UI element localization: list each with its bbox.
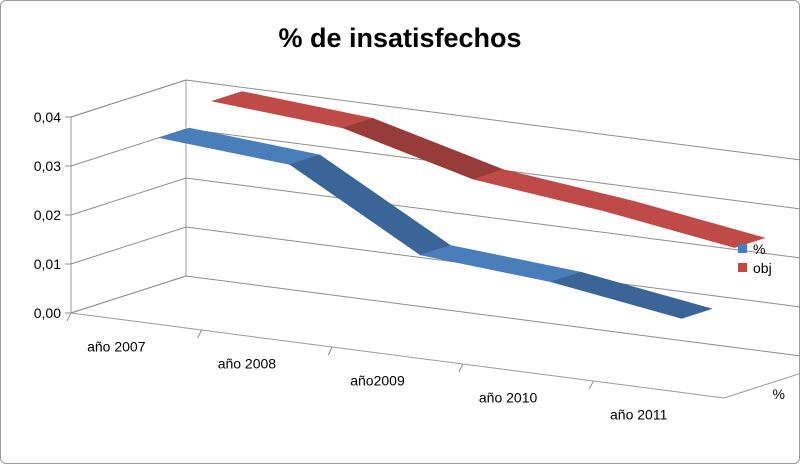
legend-label-obj: obj <box>753 259 772 276</box>
series-ribbon-obj <box>211 91 766 248</box>
legend-swatch-obj <box>738 263 747 272</box>
ribbon-segment <box>341 117 505 180</box>
category-tick-label: año 2008 <box>218 356 277 372</box>
category-tick-mark <box>197 329 203 339</box>
ribbon-segment <box>211 91 374 129</box>
value-tick-label: 0,01 <box>34 256 61 272</box>
category-tick-label: año2009 <box>350 373 405 389</box>
legend-item-pct: % <box>738 239 772 258</box>
gridline <box>70 177 800 259</box>
category-tick-label: año 2007 <box>87 339 146 355</box>
ribbon-segment <box>158 127 321 165</box>
gridline <box>70 79 800 161</box>
legend-swatch-pct <box>738 244 747 253</box>
value-tick-label: 0,02 <box>34 207 61 223</box>
category-tick-mark <box>588 380 594 390</box>
category-tick-label: año 2010 <box>479 390 538 406</box>
legend: % obj <box>738 239 772 277</box>
series-ribbon-pct <box>158 127 713 319</box>
legend-item-obj: obj <box>738 258 772 277</box>
ribbon-segment <box>289 154 452 256</box>
ribbon-segment <box>602 200 766 248</box>
category-tick-label: año 2011 <box>610 407 668 423</box>
ribbon-segment <box>550 271 713 319</box>
category-axis-line <box>70 312 725 399</box>
ribbon-segment <box>472 169 636 212</box>
depth-tick-label: % <box>773 386 785 402</box>
legend-label-pct: % <box>753 240 766 257</box>
gridline <box>70 275 800 357</box>
category-tick-mark <box>66 312 72 322</box>
category-tick-mark <box>458 363 464 373</box>
ribbon-segment <box>419 245 583 283</box>
value-tick-label: 0,00 <box>34 305 61 321</box>
value-tick-label: 0,04 <box>34 109 61 125</box>
chart-title: % de insatisfechos <box>278 23 522 53</box>
category-tick-mark <box>327 346 333 356</box>
depth-axis-line <box>723 373 800 399</box>
value-tick-label: 0,03 <box>34 158 61 174</box>
